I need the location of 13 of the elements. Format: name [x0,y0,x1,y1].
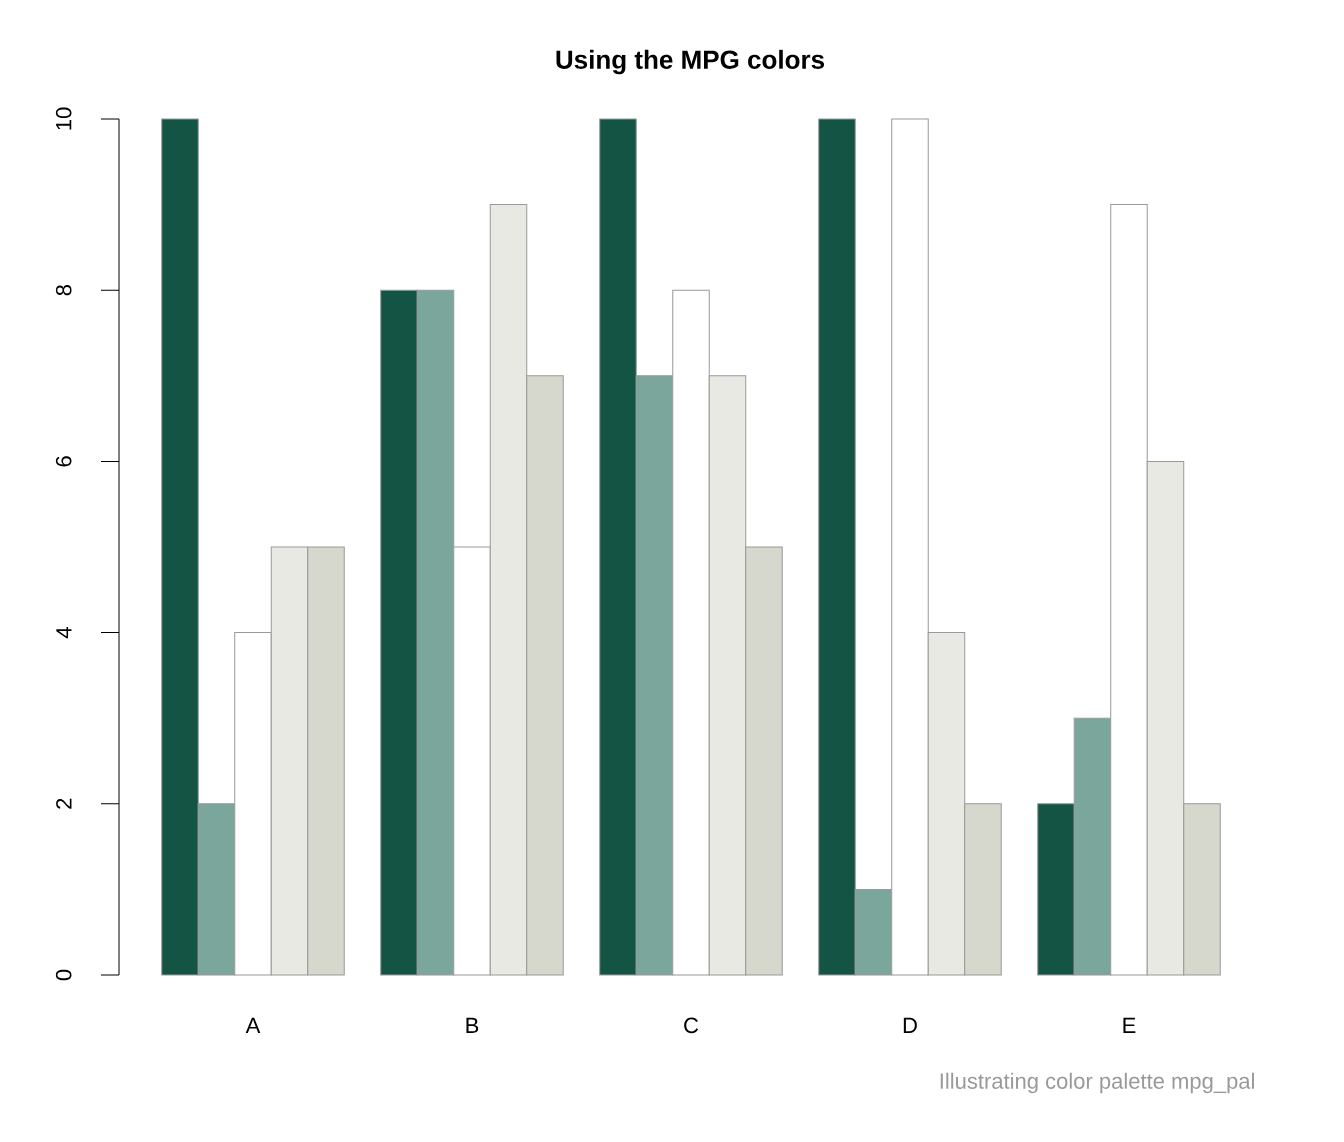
y-tick-label: 8 [55,285,72,296]
x-tick-label: E [1123,1017,1136,1033]
x-tick-label: D [903,1017,917,1033]
x-tick-label: A [245,1017,261,1033]
y-tick-label: 6 [55,456,72,467]
x-tick-label: C [684,1017,699,1034]
text: Illustrating color palette mpg_pal [940,1072,1254,1094]
y-tick-label: 10 [55,107,72,130]
chart-title: Using the MPG colors [556,49,825,75]
x-tick-label: B [466,1017,479,1033]
y-tick-label: 0 [55,969,72,981]
y-tick-label: 2 [56,798,72,809]
y-tick-label: 4 [56,627,72,639]
